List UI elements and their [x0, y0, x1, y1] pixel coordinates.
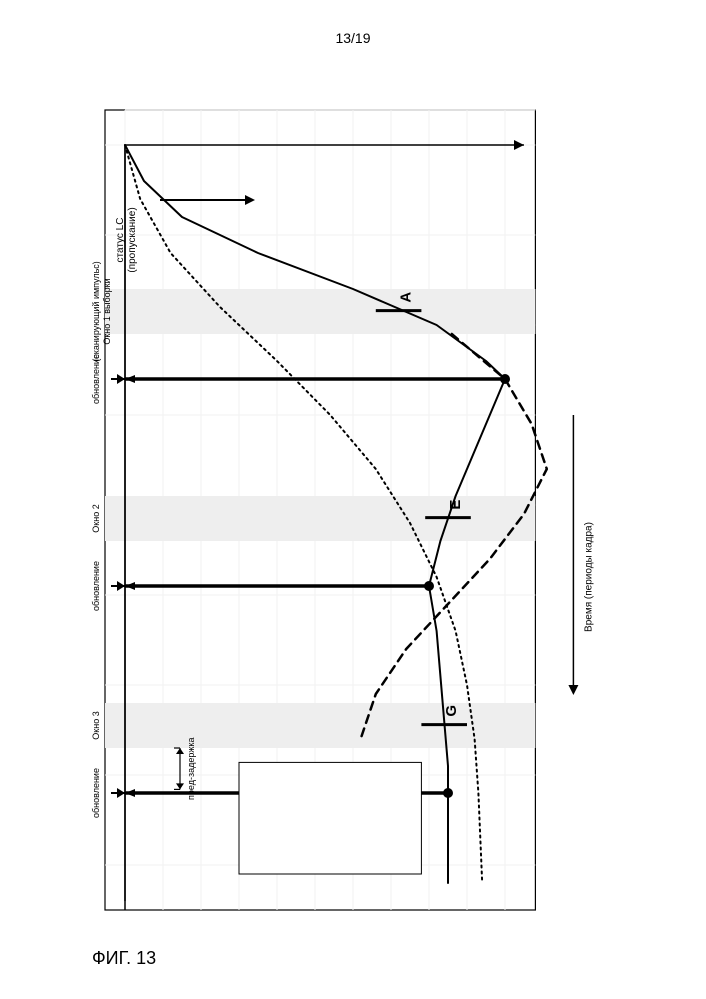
svg-text:Окно 2: Окно 2 [91, 504, 101, 532]
svg-text:статус LC: статус LC [115, 218, 126, 263]
svg-text:Окно 3: Окно 3 [91, 711, 101, 739]
page-number: 13/19 [0, 30, 706, 46]
svg-text:G: G [443, 705, 460, 717]
svg-text:A: A [398, 292, 415, 303]
svg-text:Время (периоды кадра): Время (периоды кадра) [583, 522, 594, 632]
svg-text:Окно 1 выборки: Окно 1 выборки [102, 278, 112, 344]
figure-caption: ФИГ. 13 [92, 948, 156, 969]
svg-text:обновление: обновление [91, 768, 101, 818]
svg-text:пред-задержка: пред-задержка [186, 737, 196, 800]
svg-text:(пропускание): (пропускание) [127, 207, 138, 272]
figure-canvas: статус LC(пропускание) Время (периоды кад… [0, 0, 706, 999]
svg-text:E: E [447, 500, 464, 510]
svg-text:(сканирующий импульс): (сканирующий импульс) [91, 261, 101, 362]
svg-text:обновление: обновление [91, 561, 101, 611]
svg-text:обновление: обновление [91, 354, 101, 404]
page: 13/19 статус LC(пропускание) Время (перио… [0, 0, 706, 999]
